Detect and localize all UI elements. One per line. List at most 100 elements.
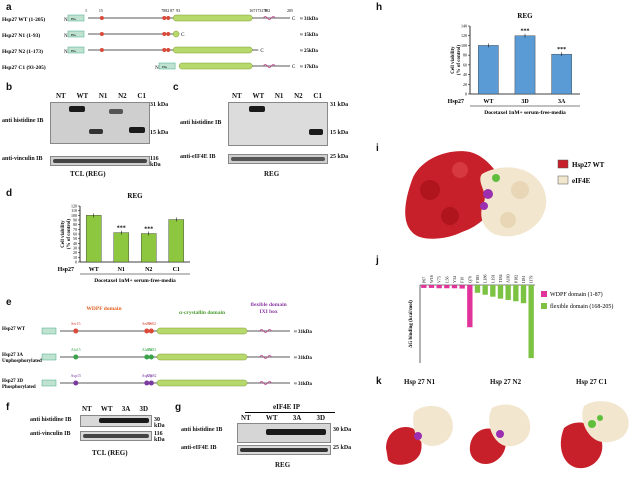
lane-label: WT (100, 405, 113, 413)
bar (113, 232, 130, 263)
residue-number: 1 (85, 8, 87, 13)
lane-label: 3D (316, 414, 325, 422)
panel-letter-i: i (376, 143, 379, 154)
lane-label: NT (56, 92, 66, 100)
phospho-site (73, 380, 79, 386)
y-tick-label: 60 (463, 62, 467, 67)
blot-membrane-top (50, 102, 150, 144)
domain-title: flexible domain (250, 302, 286, 308)
residue-label: P67 (421, 277, 426, 283)
residue-label: P182 (513, 275, 518, 283)
blot-panel-b: NT WT N1 N2 C1 31 kDa 15 kDa anti histid… (0, 84, 170, 184)
bar (490, 285, 496, 297)
panel-letter-d: d (6, 188, 13, 199)
mw-label: ≈ 25kDa (300, 49, 318, 54)
y-tick-label: 120 (71, 204, 77, 209)
residue-label: L56 (444, 277, 449, 283)
significance-mark: *** (144, 227, 153, 233)
his-tag-label: His (71, 33, 77, 37)
mw-marker: 31 kDa (330, 102, 349, 108)
residue-label: Y34 (452, 276, 457, 283)
blot-caption: REG (264, 170, 280, 178)
phospho-site (166, 16, 171, 20)
construct-label: Hsp27 3D Phosphorylated (2, 379, 36, 390)
ixi-box (262, 16, 276, 20)
residue-label: L191 (490, 275, 495, 283)
phospho-site (99, 48, 104, 52)
panel-letter-h: h (376, 2, 383, 13)
residue-number: 82 (165, 8, 169, 13)
x-tick-label: WT (89, 267, 99, 273)
site-label: Asp78 (142, 373, 152, 378)
panel-letter-a: a (6, 2, 12, 13)
lane-label: 3D (139, 405, 148, 413)
bar (505, 285, 511, 300)
ixi-box (259, 329, 272, 333)
bar (467, 285, 473, 328)
ib-label: anti histidine IB (180, 120, 222, 126)
domain-title: IXI box (259, 309, 277, 315)
hsp27-surface (405, 151, 506, 239)
y-tick-label: 140 (461, 24, 467, 29)
structure-title: Hsp 27 N1 (404, 378, 436, 386)
residue-number: 87 (170, 8, 174, 13)
acd-domain (172, 46, 253, 54)
mw-marker: 25 kDa (330, 154, 349, 160)
legend-label: eIF4E (572, 177, 591, 185)
blot-membrane-bottom (50, 156, 150, 166)
blot-membrane-top (237, 423, 331, 443)
ib-label: anti-eIF4E IB (180, 154, 216, 160)
y-tick-label: 20 (73, 250, 77, 255)
bar (478, 45, 499, 95)
phospho-site (73, 354, 79, 360)
residue-number: 78 (161, 8, 165, 13)
legend-swatch (557, 159, 569, 169)
y-tick-label: 70 (73, 227, 77, 232)
mw-marker: 30 kDa (154, 417, 165, 429)
row-label: Hsp27 (448, 99, 464, 105)
phospho-site (162, 32, 167, 36)
bar (444, 285, 450, 289)
mw-marker: 31 kDa (150, 102, 169, 108)
lane-labels: NT WT 3A 3D (82, 405, 148, 413)
domain-title: WDPF domain (86, 306, 121, 312)
lane-label: WT (252, 92, 265, 100)
bar (140, 233, 157, 263)
x-tick-label: 3A (558, 99, 566, 105)
y-tick-label: 40 (73, 241, 77, 246)
phospho-site (166, 32, 171, 36)
lane-label: N1 (98, 92, 108, 100)
panel-letter-b: b (6, 82, 13, 93)
his-tag (158, 62, 176, 70)
bar (421, 285, 427, 288)
panel-letter-g: g (175, 402, 182, 413)
lane-label: N2 (118, 92, 127, 100)
acd-domain (172, 30, 180, 38)
residue-number: 93 (176, 8, 180, 13)
significance-mark: *** (117, 226, 126, 232)
bar (459, 285, 465, 289)
mw-label: ≈ 31kDa (294, 330, 312, 335)
phospho-site (162, 16, 167, 20)
y-tick-label: 50 (73, 236, 77, 241)
mw-marker: 15 kDa (330, 130, 349, 136)
y-tick-label: 0 (465, 92, 467, 97)
lane-label: N1 (274, 92, 284, 100)
protein-structure-i: Hsp27 WT eIF4E (405, 151, 605, 239)
lane-label: NT (241, 414, 251, 422)
y-tick-label: 30 (73, 246, 77, 251)
his-tag (41, 327, 57, 335)
site-label: Ser15 (71, 321, 80, 326)
mw-label: ≈ 31kDa (294, 356, 312, 361)
legend-swatch (541, 291, 547, 297)
phospho-site (166, 48, 171, 52)
blot-caption: TCL (REG) (92, 449, 128, 457)
bar (168, 219, 185, 263)
structure-title: Hsp 27 C1 (576, 378, 608, 386)
lane-label: WT (265, 414, 278, 422)
residue-label: T184 (498, 275, 503, 283)
bar (497, 285, 504, 299)
residue-label: Q70 (467, 276, 472, 283)
y-tick-label: 20 (463, 82, 467, 87)
